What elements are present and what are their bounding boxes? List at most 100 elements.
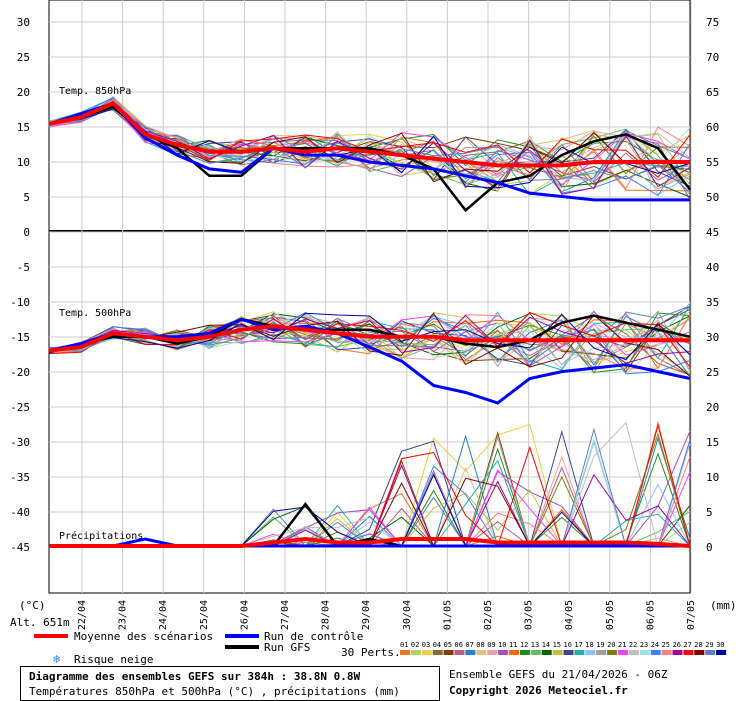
left-tick-label: 10 [17,156,30,169]
right-tick-label: 40 [706,261,719,274]
right-tick-label: 0 [706,541,713,554]
member-label: 14 [542,641,550,649]
member-precip-line [49,437,690,547]
left-unit: (°C) [19,599,46,612]
member-swatch [400,650,410,655]
member-swatch [432,650,443,655]
right-tick-label: 30 [706,331,719,344]
legend-control-swatch [225,634,259,638]
footer-run: Ensemble GEFS du 21/04/2026 - 06Z [449,668,668,681]
x-tick-label: 03/05 [524,600,535,630]
altitude-label: Alt. 651m [10,616,70,629]
legend-perts-label: 30 Perts. [341,646,401,659]
member-label: 08 [476,641,484,649]
member-swatch [574,650,585,655]
member-swatch [628,650,639,655]
x-tick-label: 04/05 [564,600,575,630]
member-precip-line [49,447,691,548]
left-tick-label: 5 [23,191,30,204]
member-label: 02 [411,641,419,649]
member-t850-line [48,98,691,190]
member-swatch [509,650,519,655]
member-label: 28 [694,641,702,649]
right-tick-label: 15 [706,436,719,449]
series-t850-line [48,101,690,202]
x-tick-label: 23/04 [118,600,129,630]
member-precip-line [49,456,691,547]
member-label: 23 [640,641,648,649]
member-precip-line [49,455,691,547]
member-swatch [683,650,694,655]
member-label: 12 [520,641,528,649]
member-precip-line [49,429,690,547]
footer-subtitle: Températures 850hPa et 500hPa (°C) , pré… [29,685,400,698]
right-tick-label: 65 [706,86,719,99]
series-precip-line [49,536,691,548]
member-swatch [585,650,596,655]
member-label: 26 [673,641,681,649]
member-label: 18 [585,641,593,649]
panel-label: Précipitations [59,530,143,542]
left-tick-label: -10 [10,296,30,309]
legend-mean-label: Moyenne des scénarios [74,630,214,643]
left-tick-label: 30 [17,16,30,29]
plot-frame [48,0,691,594]
member-swatch [476,650,487,655]
left-tick-label: 15 [17,121,30,134]
x-tick-label: 06/05 [645,600,656,630]
member-swatch [650,650,661,655]
left-tick-label: -35 [10,471,30,484]
member-swatch [639,650,650,655]
x-tick-label: 27/04 [280,600,291,630]
right-tick-label: 5 [706,506,713,519]
snowflake-icon: ❄ [53,652,61,666]
member-swatch [705,650,716,655]
right-tick-label: 10 [706,471,719,484]
member-swatch [443,650,454,655]
member-label: 30 [716,641,724,649]
member-label: 25 [662,641,670,649]
member-label: 16 [564,641,572,649]
legend-snow-label: Risque neige [74,653,154,666]
member-t850-line [48,99,691,196]
x-tick-label: 24/04 [158,600,169,630]
member-label: 27 [683,641,691,649]
member-t850-line [48,103,691,196]
right-tick-label: 70 [706,51,719,64]
member-swatch [552,650,563,655]
member-swatch [607,650,618,655]
left-tick-label: -45 [10,541,30,554]
left-tick-label: 25 [17,51,30,64]
right-tick-label: 20 [706,401,719,414]
member-label: 29 [705,641,713,649]
left-tick-label: -20 [10,366,30,379]
member-swatch [716,650,727,655]
member-swatch [541,650,552,655]
legend-mean-swatch [34,634,68,638]
member-label: 11 [509,641,517,649]
member-swatch [563,650,574,655]
x-tick-label: 28/04 [321,600,332,630]
x-tick-label: 30/04 [402,600,413,630]
member-label: 09 [487,641,495,649]
member-swatch [498,650,509,655]
member-swatch [487,650,498,655]
member-swatch [410,650,421,655]
right-tick-label: 60 [706,121,719,134]
x-tick-label: 25/04 [199,600,210,630]
series-precip-line [49,537,690,548]
right-tick-label: 75 [706,16,719,29]
legend-control-label: Run de contrôle [264,630,364,643]
member-t500-line [48,311,691,368]
x-tick-label: 22/04 [77,600,88,630]
x-tick-label: 01/05 [442,600,453,630]
member-label: 15 [553,641,561,649]
member-swatch [661,650,672,655]
series-t850-line [48,100,690,168]
member-swatch [454,650,465,655]
member-swatch [530,650,541,655]
footer-title-box: Diagramme des ensembles GEFS sur 384h : … [20,666,440,701]
member-label: 13 [531,641,539,649]
left-tick-label: 0 [23,226,30,239]
right-tick-label: 55 [706,156,719,169]
